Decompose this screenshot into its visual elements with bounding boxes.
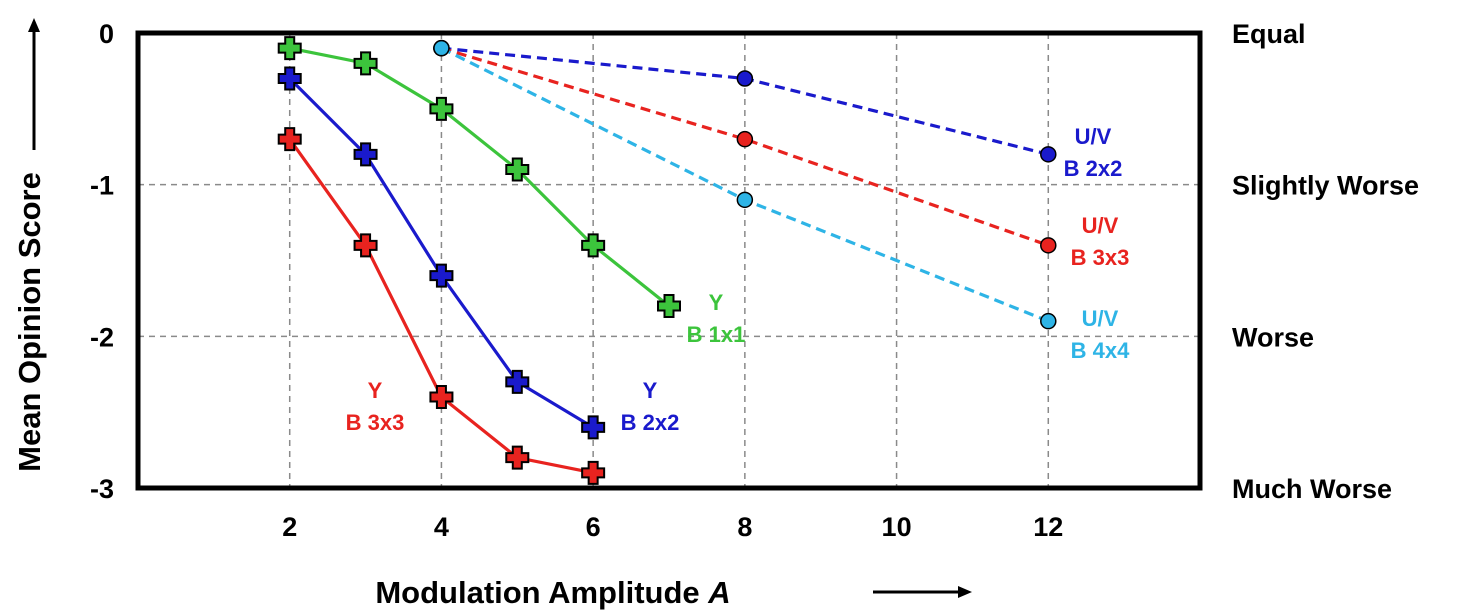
series-label: U/V [1082, 306, 1119, 331]
y-tick-label: -3 [90, 474, 114, 504]
series-label: B 4x4 [1071, 338, 1130, 363]
x-tick-label: 4 [434, 512, 449, 542]
data-point-circle [1040, 312, 1057, 330]
rating-category-label: Worse [1232, 322, 1314, 352]
series-0 [277, 127, 606, 485]
grid-lines [138, 33, 1200, 488]
x-tick-label: 12 [1033, 512, 1063, 542]
series-label: U/V [1075, 124, 1112, 149]
rating-category-label: Equal [1232, 19, 1306, 49]
data-point-circle [1040, 146, 1057, 163]
y-tick-label: -2 [90, 322, 114, 352]
series-5 [433, 39, 1057, 330]
data-point-cross [505, 369, 530, 394]
series-layer [277, 36, 1057, 485]
series-label: B 3x3 [346, 410, 405, 435]
x-axis-title-text: Modulation Amplitude [375, 575, 699, 610]
data-point-circle [1040, 237, 1057, 254]
rating-category-label: Slightly Worse [1232, 171, 1419, 201]
data-point-cross [429, 263, 454, 288]
data-point-cross [581, 460, 606, 485]
series-line [440, 46, 1049, 247]
series-line [289, 46, 670, 308]
series-label: U/V [1082, 213, 1119, 238]
data-point-cross [277, 36, 302, 61]
data-point-cross [353, 233, 378, 258]
series-label: Y [643, 378, 658, 403]
data-point-cross [277, 127, 302, 152]
y-axis-arrow [28, 18, 40, 150]
y-tick-label: -1 [90, 171, 114, 201]
data-point-cross [429, 385, 454, 409]
series-2 [277, 36, 681, 318]
rating-category-label: Much Worse [1232, 474, 1392, 504]
series-label: B 1x1 [687, 322, 746, 347]
data-point-cross [353, 51, 378, 76]
series-label: Y [368, 378, 383, 403]
data-point-circle [736, 130, 754, 148]
data-point-cross [277, 66, 302, 91]
x-tick-label: 2 [282, 512, 297, 542]
data-point-cross [657, 294, 681, 318]
series-label: Y [709, 290, 724, 315]
data-point-circle [736, 70, 754, 87]
data-point-cross [429, 96, 454, 121]
data-point-cross [353, 142, 378, 167]
data-point-cross [581, 415, 606, 440]
x-axis-title: Modulation Amplitude A [375, 575, 730, 610]
series-label: B 3x3 [1071, 245, 1130, 270]
x-tick-label: 6 [586, 512, 601, 542]
series-labels-layer: Y B 3x3 Y B 2x2 Y B 1x1 U/V B 2x2 U/V B 3x3 U/V B 4… [346, 124, 1130, 435]
x-axis-arrow [873, 586, 972, 598]
x-tick-label: 8 [737, 512, 752, 542]
plot-frame [135, 30, 1203, 491]
series-label: B 2x2 [621, 410, 680, 435]
data-point-cross [505, 445, 530, 470]
ticks-layer: 2 4 6 8 10 12 0 -1 -2 -3 Equal Slightly Worse Worse M… [90, 19, 1419, 542]
data-point-circle [433, 39, 450, 57]
data-point-cross [505, 157, 530, 182]
data-point-cross [581, 233, 606, 258]
data-point-circle [736, 191, 754, 209]
y-axis-title: Mean Opinion Score [12, 172, 47, 472]
y-tick-label: 0 [99, 19, 114, 49]
x-tick-label: 10 [882, 512, 912, 542]
series-1 [277, 66, 606, 440]
series-label: B 2x2 [1064, 156, 1123, 181]
x-axis-variable: A [707, 575, 730, 610]
